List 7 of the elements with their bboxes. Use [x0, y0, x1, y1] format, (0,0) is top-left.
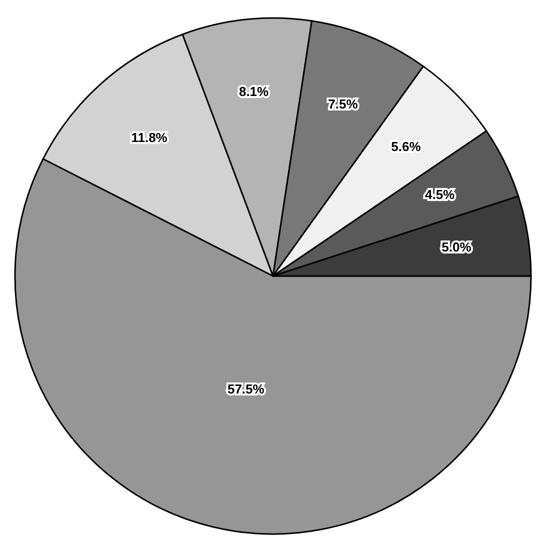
data-label: 7.5% — [328, 96, 358, 112]
data-label: 8.1% — [238, 84, 270, 99]
data-label: 57.5% — [227, 381, 265, 396]
data-label: 5.6% — [391, 138, 422, 154]
data-label: 4.5% — [424, 186, 456, 202]
data-label: 5.0% — [442, 239, 472, 254]
data-label: 11.8% — [131, 130, 168, 145]
